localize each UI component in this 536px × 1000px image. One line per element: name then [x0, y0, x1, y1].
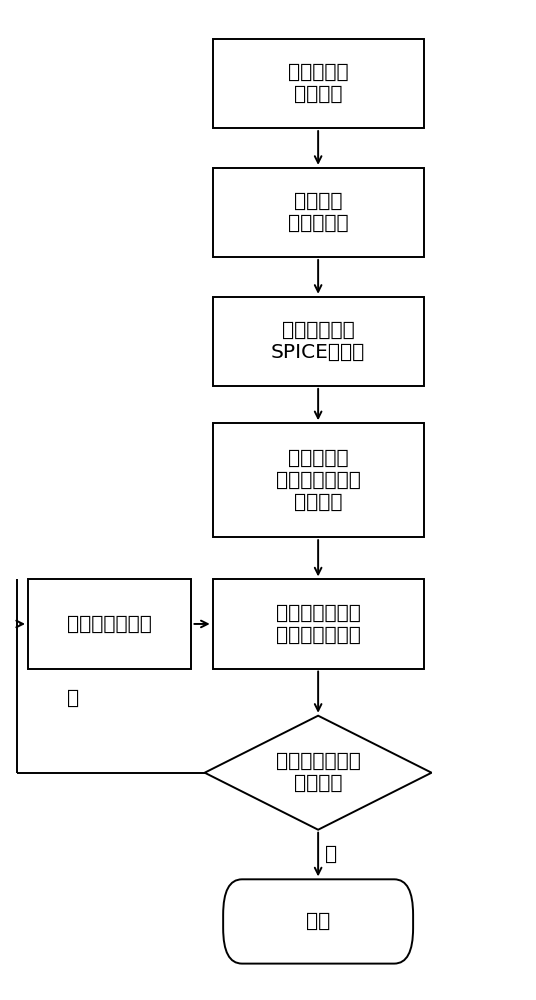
Text: 否: 否 — [66, 689, 79, 708]
FancyBboxPatch shape — [213, 423, 423, 537]
FancyBboxPatch shape — [213, 168, 423, 257]
Polygon shape — [205, 716, 431, 830]
Text: 建立基本单元
SPICE微模型: 建立基本单元 SPICE微模型 — [271, 321, 365, 362]
Text: 是否获得剂量率
效应阈值: 是否获得剂量率 效应阈值 — [276, 752, 361, 793]
Text: 建立器件级
电路模型: 建立器件级 电路模型 — [288, 63, 348, 104]
Text: 调整激励和电压: 调整激励和电压 — [67, 614, 152, 633]
Text: 是: 是 — [325, 845, 337, 864]
FancyBboxPatch shape — [213, 39, 423, 128]
FancyBboxPatch shape — [213, 579, 423, 669]
Text: 结束: 结束 — [306, 912, 330, 931]
FancyBboxPatch shape — [28, 579, 191, 669]
Text: 建立模块级
电路瞬时剂量率
效应模型: 建立模块级 电路瞬时剂量率 效应模型 — [276, 449, 361, 512]
Text: 建立瞬时
光电流模型: 建立瞬时 光电流模型 — [288, 192, 348, 233]
FancyBboxPatch shape — [223, 879, 413, 964]
FancyBboxPatch shape — [213, 297, 423, 386]
Text: 瞬时剂量率效应
仿真器运行仿真: 瞬时剂量率效应 仿真器运行仿真 — [276, 603, 361, 644]
